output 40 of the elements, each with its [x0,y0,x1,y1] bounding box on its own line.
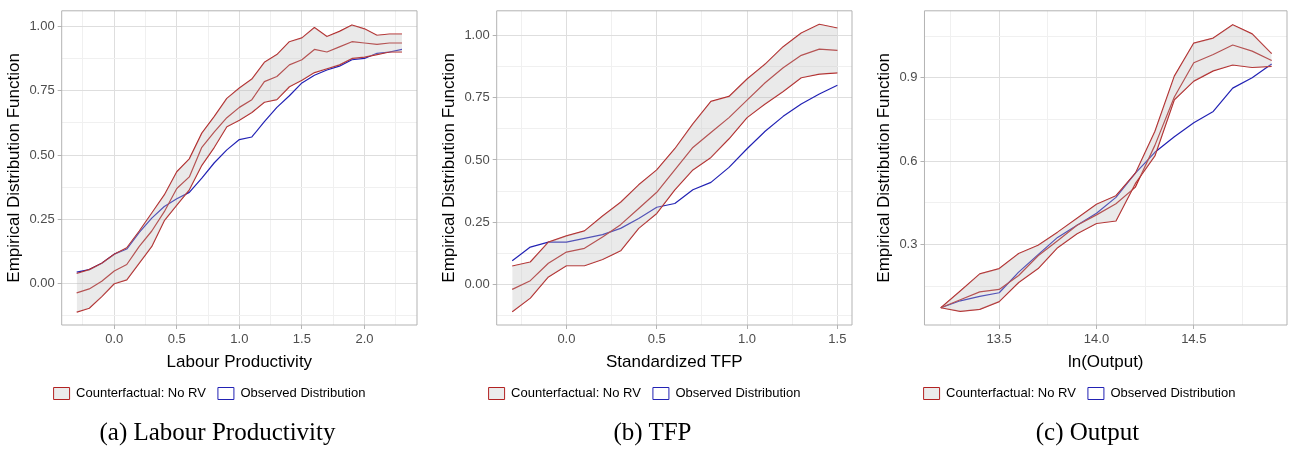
y-tick-label: 0.25 [29,210,55,226]
x-tick-label: 0.5 [647,331,666,347]
y-tick-label: 0.9 [899,69,918,85]
text: (b) TFP [612,418,693,446]
y-tick-label: 0.6 [899,152,918,168]
y-tick-label: 1.00 [29,17,55,33]
y-tick-label: 0.3 [899,236,918,252]
legend-label: Counterfactual: No RV [76,385,207,401]
legend-label: Observed Distribution [1110,385,1236,401]
y-tick-label: 0.75 [29,82,55,98]
y-tick-label: 0.75 [464,89,490,105]
x-tick-label: 0.0 [557,331,576,347]
legend-label: Observed Distribution [240,385,366,401]
y-axis-title: Empirical Distribution Function [3,53,23,283]
x-tick-label: 1.5 [828,331,847,347]
y-tick-label: 0.50 [464,151,490,167]
legend-label: Counterfactual: No RV [946,385,1077,401]
x-axis-title: Labour Productivity [166,352,313,372]
x-tick-label: 1.0 [738,331,757,347]
legend-label: Counterfactual: No RV [511,385,642,401]
x-tick-label: 2.0 [355,331,374,347]
x-axis-title: ln(Output) [1067,352,1144,372]
x-tick-label: 0.0 [105,331,124,347]
y-tick-label: 1.00 [464,27,490,43]
y-tick-label: 0.50 [29,146,55,162]
x-tick-label: 13.5 [986,331,1012,347]
x-axis-title: Standardized TFP [605,352,743,372]
legend-label: Observed Distribution [675,385,801,401]
x-tick-label: 1.5 [292,331,311,347]
y-axis-title: Empirical Distribution Function [873,53,893,283]
x-tick-label: 1.0 [230,331,249,347]
y-tick-label: 0.00 [29,275,55,291]
y-tick-label: 0.25 [464,213,490,229]
y-tick-label: 0.00 [464,276,490,291]
x-tick-label: 0.5 [167,331,186,347]
y-axis-title: Empirical Distribution Function [438,53,458,283]
x-tick-label: 14.5 [1181,331,1207,347]
text: (a) Labour Productivity [98,418,337,446]
text: (c) Output [1034,418,1141,446]
x-tick-label: 14.0 [1083,331,1110,347]
